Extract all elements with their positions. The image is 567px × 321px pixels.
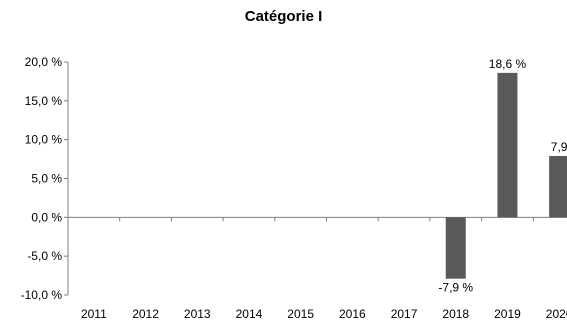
- y-tick-label: 10,0 %: [25, 133, 63, 147]
- bar: [549, 155, 567, 218]
- y-tick-label: -5,0 %: [27, 249, 62, 263]
- x-tick-label: 2020: [546, 307, 567, 321]
- x-tick-label: 2015: [287, 307, 314, 321]
- data-label: 18,6 %: [489, 57, 527, 71]
- data-label: -7,9 %: [438, 281, 473, 295]
- chart-title: Catégorie I: [244, 8, 323, 25]
- bar: [497, 72, 518, 218]
- x-tick-label: 2018: [442, 307, 469, 321]
- x-tick-label: 2012: [132, 307, 159, 321]
- y-tick-label: 0,0 %: [31, 210, 62, 224]
- x-tick-label: 2019: [494, 307, 521, 321]
- x-tick-label: 2011: [81, 307, 107, 321]
- bar: [445, 217, 466, 279]
- x-tick-label: 2016: [339, 307, 366, 321]
- x-tick-label: 2013: [184, 307, 211, 321]
- y-tick-label: 20,0 %: [25, 55, 63, 69]
- x-tick-label: 2017: [391, 307, 418, 321]
- x-tick-label: 2014: [236, 307, 263, 321]
- y-tick-label: 5,0 %: [31, 172, 62, 186]
- y-tick-label: 15,0 %: [25, 94, 63, 108]
- y-tick-label: -10,0 %: [21, 288, 63, 302]
- data-label: 7,9: [551, 140, 567, 154]
